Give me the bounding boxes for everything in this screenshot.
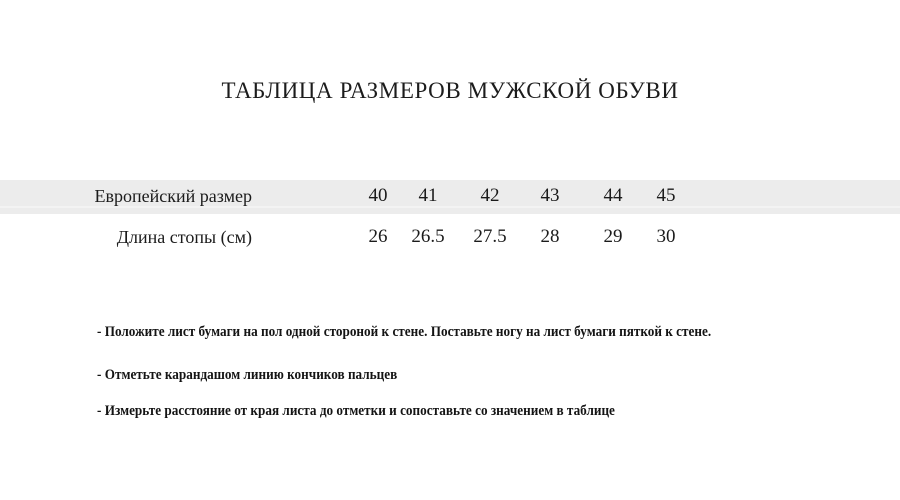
table-header-row-background — [0, 180, 900, 214]
row-label-foot-length: Длина стопы (см) — [116, 227, 252, 247]
table-cell-eu-size: 44 — [603, 185, 623, 206]
instruction-step-1: - Положите лист бумаги на пол одной стор… — [97, 324, 712, 340]
table-row-foot-length: Длина стопы (см) 26 26.5 27.5 28 29 30 — [0, 227, 900, 249]
table-cell-foot-length: 27.5 — [473, 226, 507, 247]
table-cell-eu-size: 41 — [418, 185, 438, 206]
instruction-step-3: - Измерьте расстояние от края листа до о… — [97, 403, 615, 419]
table-row-european-size: Европейский размер 40 41 42 43 44 45 — [0, 186, 900, 208]
table-cell-foot-length: 29 — [603, 226, 623, 247]
table-cell-foot-length: 26.5 — [411, 226, 445, 247]
table-cell-eu-size: 42 — [480, 185, 500, 206]
table-cell-eu-size: 43 — [540, 185, 560, 206]
table-cell-foot-length: 30 — [656, 226, 676, 247]
row-label-european-size: Европейский размер — [94, 186, 252, 206]
table-cell-foot-length: 26 — [368, 226, 388, 247]
table-cell-eu-size: 45 — [656, 185, 676, 206]
table-cell-foot-length: 28 — [540, 226, 560, 247]
table-cell-eu-size: 40 — [368, 185, 388, 206]
instruction-step-2: - Отметьте карандашом линию кончиков пал… — [97, 367, 398, 383]
page-title: ТАБЛИЦА РАЗМЕРОВ МУЖСКОЙ ОБУВИ — [221, 78, 679, 103]
